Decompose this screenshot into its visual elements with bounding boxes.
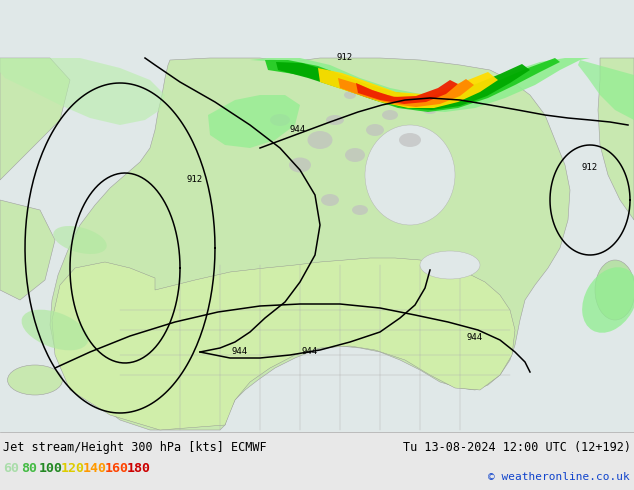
Ellipse shape (289, 157, 311, 172)
Ellipse shape (352, 205, 368, 215)
Ellipse shape (399, 133, 421, 147)
Text: Tu 13-08-2024 12:00 UTC (12+192): Tu 13-08-2024 12:00 UTC (12+192) (403, 441, 631, 454)
Polygon shape (52, 258, 515, 430)
Polygon shape (250, 58, 590, 112)
Ellipse shape (420, 251, 480, 279)
Ellipse shape (22, 310, 88, 350)
Text: 912: 912 (187, 175, 203, 185)
Text: 944: 944 (467, 334, 483, 343)
Polygon shape (208, 95, 300, 148)
Polygon shape (318, 68, 498, 108)
Text: 944: 944 (232, 347, 248, 357)
Text: 140: 140 (83, 462, 107, 474)
Polygon shape (356, 80, 458, 104)
Polygon shape (598, 58, 634, 220)
Ellipse shape (382, 110, 398, 120)
Text: 912: 912 (337, 53, 353, 63)
Ellipse shape (595, 260, 634, 320)
Polygon shape (0, 58, 165, 125)
Text: 80: 80 (21, 462, 37, 474)
Ellipse shape (345, 148, 365, 162)
Text: Jet stream/Height 300 hPa [kts] ECMWF: Jet stream/Height 300 hPa [kts] ECMWF (3, 441, 267, 454)
Ellipse shape (270, 114, 290, 126)
Text: 60: 60 (3, 462, 19, 474)
Text: 160: 160 (105, 462, 129, 474)
Ellipse shape (365, 125, 455, 225)
Polygon shape (276, 62, 530, 110)
Ellipse shape (423, 106, 437, 114)
Ellipse shape (326, 115, 344, 125)
Text: © weatheronline.co.uk: © weatheronline.co.uk (488, 472, 630, 482)
Polygon shape (50, 58, 570, 430)
Ellipse shape (582, 267, 634, 333)
Text: 944: 944 (290, 125, 306, 134)
Polygon shape (0, 58, 70, 180)
Bar (0, 432, 634, 490)
Ellipse shape (366, 124, 384, 136)
Polygon shape (265, 58, 560, 112)
Text: 120: 120 (61, 462, 85, 474)
Polygon shape (0, 200, 55, 300)
Ellipse shape (307, 131, 332, 149)
Polygon shape (338, 78, 474, 107)
Polygon shape (578, 60, 634, 120)
Text: 944: 944 (302, 347, 318, 357)
Bar (0, 0, 634, 432)
Text: 912: 912 (582, 164, 598, 172)
Text: 180: 180 (127, 462, 151, 474)
Ellipse shape (53, 226, 107, 254)
Ellipse shape (321, 194, 339, 206)
Text: 100: 100 (39, 462, 63, 474)
Ellipse shape (8, 365, 63, 395)
Ellipse shape (344, 91, 356, 99)
